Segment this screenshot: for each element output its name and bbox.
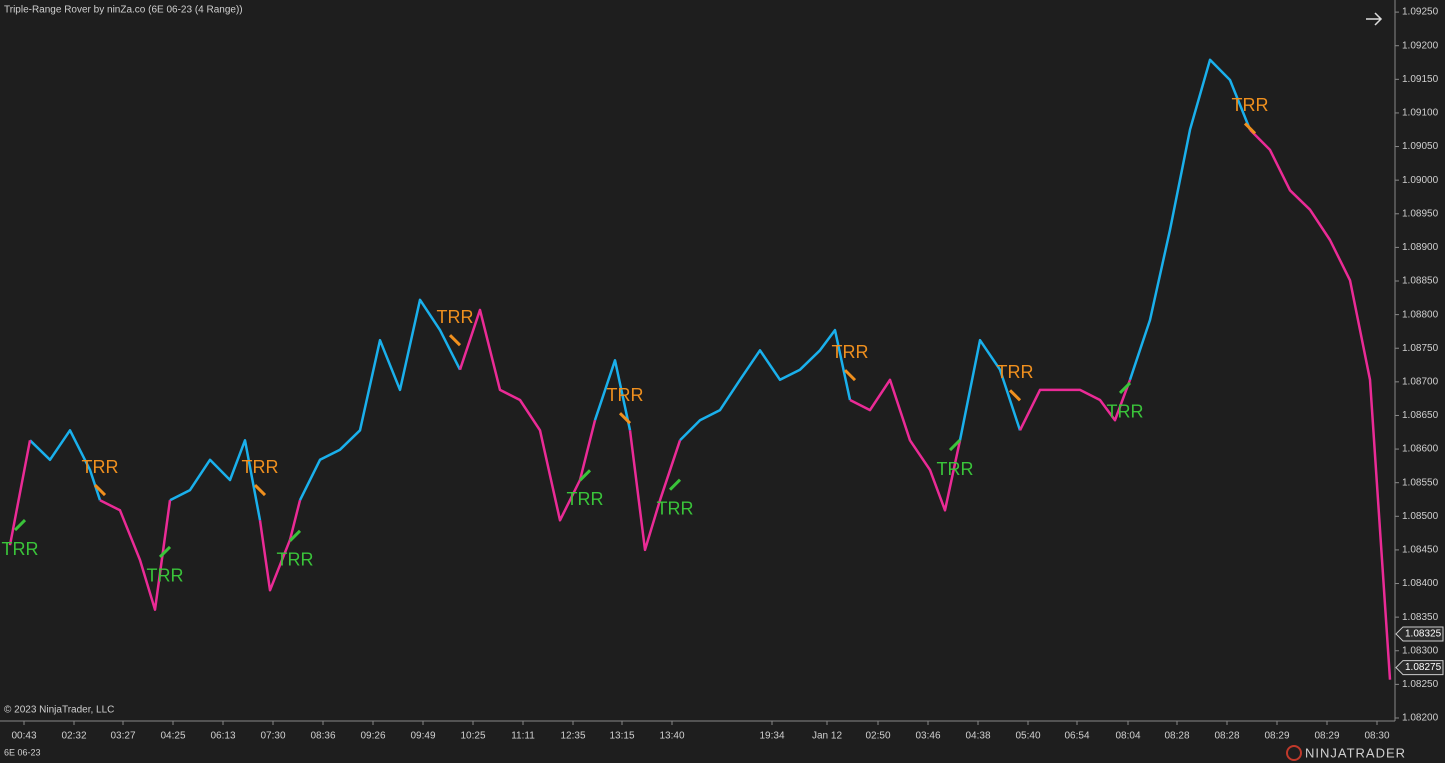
signal-tick	[288, 529, 302, 542]
signal-tick	[1008, 389, 1022, 402]
signal-label: TRR	[937, 459, 974, 479]
y-tick-label: 1.08650	[1402, 410, 1439, 421]
signal-label: TRR	[277, 550, 314, 570]
x-tick-label: 08:29	[1264, 731, 1289, 742]
x-tick-label: 04:25	[160, 731, 185, 742]
y-tick-label: 1.08850	[1402, 276, 1439, 287]
x-tick-label: 03:46	[915, 731, 940, 742]
signal-label: TRR	[147, 566, 184, 586]
signal-label: TRR	[607, 385, 644, 405]
x-tick-label: 08:29	[1314, 731, 1339, 742]
x-tick-label: Jan 12	[812, 731, 842, 742]
y-tick-label: 1.08950	[1402, 208, 1439, 219]
y-tick-label: 1.09150	[1402, 74, 1439, 85]
y-tick-label: 1.08900	[1402, 242, 1439, 253]
y-tick-label: 1.08450	[1402, 545, 1439, 556]
signal-tick	[93, 484, 107, 497]
x-tick-label: 02:32	[61, 731, 86, 742]
x-tick-label: 10:25	[460, 731, 485, 742]
scroll-arrow[interactable]	[1366, 12, 1383, 26]
signal-tick	[1243, 122, 1257, 135]
x-tick-label: 06:54	[1064, 731, 1089, 742]
x-tick-label: 19:34	[759, 731, 784, 742]
x-tick-label: 06:13	[210, 731, 235, 742]
x-tick-label: 08:04	[1115, 731, 1140, 742]
price-marker-label: 1.08275	[1405, 662, 1442, 673]
price-marker	[1395, 626, 1444, 642]
y-tick-label: 1.08800	[1402, 309, 1439, 320]
signal-tick	[1118, 381, 1132, 394]
x-tick-label: 08:28	[1214, 731, 1239, 742]
x-tick-label: 08:28	[1164, 731, 1189, 742]
x-tick-label: 05:40	[1015, 731, 1040, 742]
x-tick-label: 08:30	[1364, 731, 1389, 742]
y-tick-label: 1.08400	[1402, 578, 1439, 589]
x-tick-label: 12:35	[560, 731, 585, 742]
signal-label: TRR	[242, 457, 279, 477]
x-tick-label: 09:26	[360, 731, 385, 742]
signal-label: TRR	[657, 498, 694, 518]
price-line	[8, 128, 1392, 680]
y-tick-label: 1.09000	[1402, 175, 1439, 186]
y-tick-label: 1.08250	[1402, 679, 1439, 690]
y-tick-label: 1.08350	[1402, 612, 1439, 623]
signal-tick	[578, 469, 592, 482]
x-tick-label: 08:36	[310, 731, 335, 742]
brand: NINJATRADER	[1305, 745, 1406, 760]
y-tick-label: 1.08750	[1402, 343, 1439, 354]
signal-label: TRR	[437, 307, 474, 327]
signal-tick	[13, 518, 27, 532]
x-tick-label: 13:15	[609, 731, 634, 742]
signal-tick	[843, 369, 857, 382]
brand-logo	[1286, 745, 1302, 761]
copyright: © 2023 NinjaTrader, LLC	[4, 705, 114, 716]
y-tick-label: 1.08700	[1402, 376, 1439, 387]
signal-tick	[618, 412, 632, 425]
y-tick-label: 1.09200	[1402, 40, 1439, 51]
y-tick-label: 1.08200	[1402, 713, 1439, 724]
x-tick-label: 07:30	[260, 731, 285, 742]
signal-label: TRR	[567, 489, 604, 509]
x-tick-label: 11:11	[511, 731, 535, 742]
y-tick-label: 1.08500	[1402, 511, 1439, 522]
x-tick-label: 09:49	[410, 731, 435, 742]
x-tick-label: 13:40	[659, 731, 684, 742]
y-tick-label: 1.08300	[1402, 645, 1439, 656]
signal-label: TRR	[1107, 402, 1144, 422]
price-line	[29, 58, 1252, 521]
x-tick-label: 00:43	[11, 731, 36, 742]
y-tick-label: 1.09250	[1402, 7, 1439, 18]
chart-title: Triple-Range Rover by ninZa.co (6E 06-23…	[4, 5, 243, 16]
signal-tick	[668, 478, 682, 491]
y-tick-label: 1.09100	[1402, 108, 1439, 119]
signal-label: TRR	[2, 539, 39, 559]
instrument-label: 6E 06-23	[4, 747, 41, 757]
signal-tick	[448, 334, 462, 347]
x-tick-label: 03:27	[110, 731, 135, 742]
signal-tick	[948, 438, 962, 452]
signal-label: TRR	[832, 342, 869, 362]
price-marker	[1395, 660, 1444, 676]
signal-label: TRR	[1232, 95, 1269, 115]
y-tick-label: 1.09050	[1402, 141, 1439, 152]
signal-tick	[158, 545, 172, 558]
signal-tick	[253, 484, 267, 497]
x-tick-label: 02:50	[865, 731, 890, 742]
signal-label: TRR	[82, 457, 119, 477]
signal-label: TRR	[997, 362, 1034, 382]
price-marker-label: 1.08325	[1405, 629, 1442, 640]
x-tick-label: 04:38	[965, 731, 990, 742]
y-tick-label: 1.08600	[1402, 444, 1439, 455]
y-tick-label: 1.08550	[1402, 477, 1439, 488]
